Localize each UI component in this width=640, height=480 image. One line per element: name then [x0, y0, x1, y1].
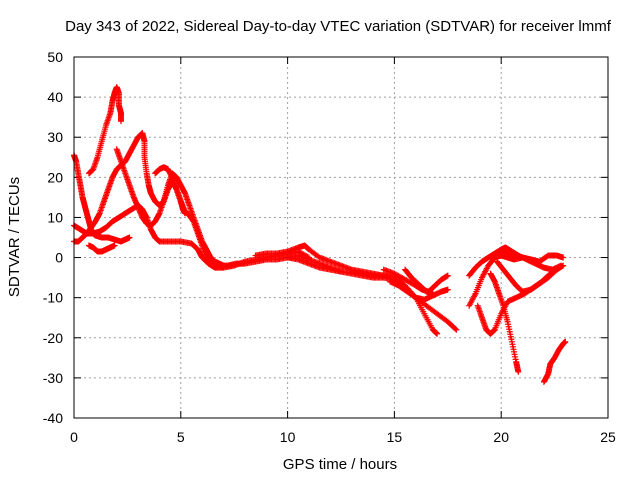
y-tick-label: 50 [47, 49, 63, 65]
y-tick-label: 20 [47, 169, 63, 185]
x-tick-label: 0 [70, 429, 78, 445]
chart: 0 5 10 15 20 25 -40 -30 -20 -10 0 10 20 30 40 50 Day 3… [0, 0, 640, 480]
y-tick-label: -20 [43, 330, 63, 346]
x-tick-label: 15 [387, 429, 403, 445]
x-axis-label: GPS time / hours [283, 456, 397, 473]
chart-background [0, 0, 640, 480]
y-tick-label: -10 [43, 290, 63, 306]
y-axis-label: SDTVAR / TECUs [6, 177, 23, 297]
chart-title: Day 343 of 2022, Sidereal Day-to-day VTE… [65, 18, 612, 35]
y-tick-label: -40 [43, 410, 63, 426]
y-tick-label: 10 [47, 209, 63, 225]
x-tick-label: 5 [177, 429, 185, 445]
y-tick-label: 0 [55, 250, 63, 266]
y-tick-label: 30 [47, 129, 63, 145]
y-tick-label: -30 [43, 370, 63, 386]
y-tick-label: 40 [47, 89, 63, 105]
x-tick-label: 10 [280, 429, 296, 445]
x-tick-label: 25 [600, 429, 616, 445]
x-tick-label: 20 [493, 429, 509, 445]
